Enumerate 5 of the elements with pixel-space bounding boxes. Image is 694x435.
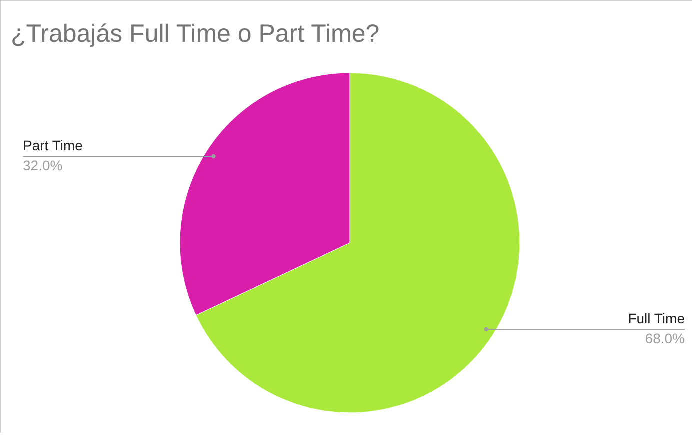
data-label: 32.0%	[23, 157, 63, 174]
slice-label: Full Time	[628, 310, 686, 327]
slice-label: Part Time	[23, 137, 84, 154]
chart-title: ¿Trabajás Full Time o Part Time?	[11, 20, 380, 48]
data-label: 68.0%	[645, 330, 685, 347]
